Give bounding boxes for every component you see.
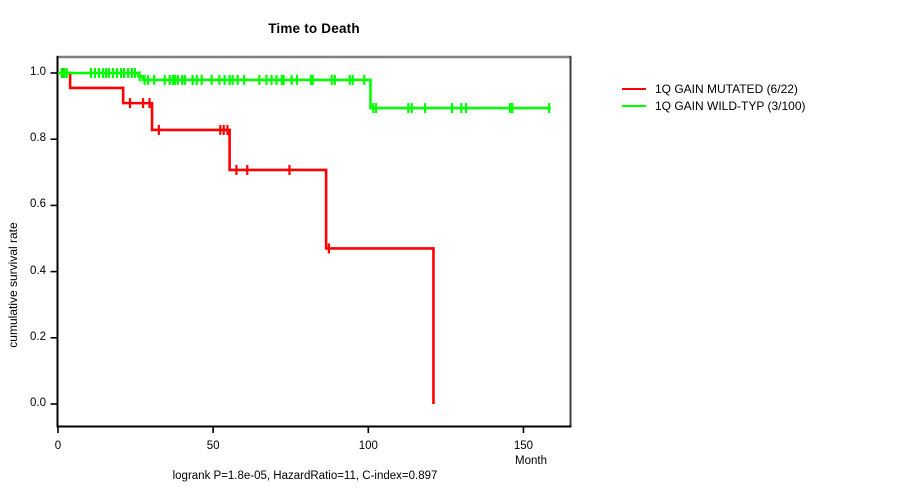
x-tick-label: 150 xyxy=(513,440,534,452)
x-tick-label: 0 xyxy=(54,440,62,452)
y-tick-label: 0.6 xyxy=(30,198,46,211)
legend-label: 1Q GAIN MUTATED (6/22) xyxy=(655,81,798,96)
x-tick-label: 50 xyxy=(206,440,220,452)
y-tick-label: 0.0 xyxy=(30,397,46,409)
km-curve-mutated xyxy=(58,71,435,404)
y-tick-label: 0.8 xyxy=(30,132,46,145)
x-axis-unit-label: Month xyxy=(515,455,547,467)
legend-line-swatch-mutated xyxy=(622,87,646,90)
y-tick-label: 0.2 xyxy=(30,330,46,343)
legend-row-mutated: 1Q GAIN MUTATED (6/22) xyxy=(622,80,806,97)
x-tick-label: 100 xyxy=(358,440,378,452)
legend-row-wild-typ: 1Q GAIN WILD-TYP (3/100) xyxy=(622,97,806,114)
chart-title: Time to Death xyxy=(268,21,360,36)
y-axis-title: cumulative survival rate xyxy=(6,222,20,348)
legend-line-swatch-wild-typ xyxy=(622,104,646,107)
km-curve-wild-typ xyxy=(58,71,551,110)
y-tick-label: 1.0 xyxy=(30,66,46,78)
statistics-footnote: logrank P=1.8e-05, HazardRatio=11, C-ind… xyxy=(172,470,438,482)
legend: 1Q GAIN MUTATED (6/22) 1Q GAIN WILD-TYP (… xyxy=(622,80,806,114)
legend-label: 1Q GAIN WILD-TYP (3/100) xyxy=(655,98,806,113)
y-tick-label: 0.4 xyxy=(30,264,46,277)
